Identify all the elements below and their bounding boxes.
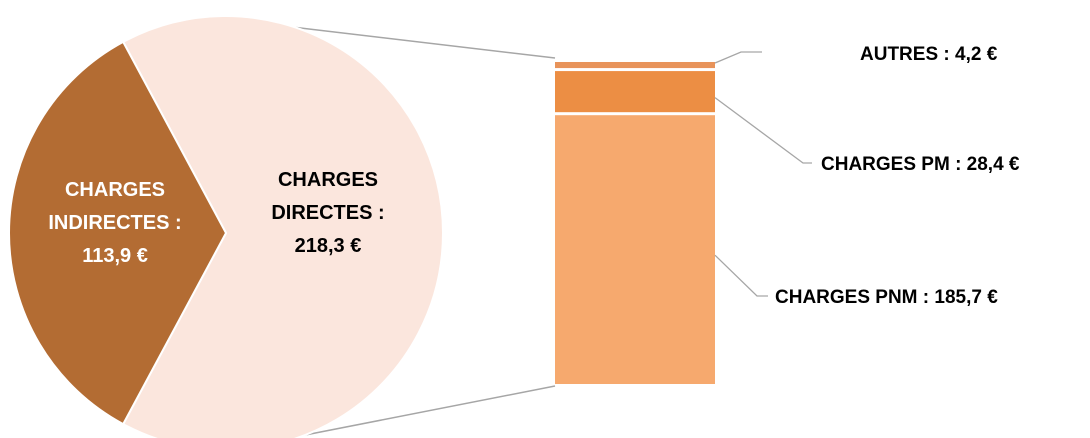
bar-segment-2 bbox=[555, 62, 715, 69]
leader-line-0 bbox=[714, 254, 768, 297]
bar-labels: CHARGES PNM : 185,7 € CHARGES PM : 28,4 €… bbox=[775, 44, 1020, 308]
connector-top bbox=[291, 26, 556, 59]
pie-slice-charges-indirectes bbox=[8, 40, 228, 426]
pie-label-charges-indirectes: CHARGES INDIRECTES : 113,9 € bbox=[48, 179, 181, 267]
pie-label-line: CHARGES bbox=[278, 169, 378, 191]
bar-label-0: CHARGES PNM : 185,7 € bbox=[775, 287, 998, 308]
pie-label-charges-directes: CHARGES DIRECTES : 218,3 € bbox=[271, 169, 384, 257]
pie-label-line: DIRECTES : bbox=[271, 202, 384, 224]
connector-bottom bbox=[294, 385, 556, 438]
bar-label-2: AUTRES : 4,2 € bbox=[860, 44, 998, 65]
leader-lines bbox=[714, 51, 812, 297]
bar-label-1: CHARGES PM : 28,4 € bbox=[821, 154, 1020, 175]
connector-lines bbox=[291, 26, 556, 438]
stacked-bar bbox=[555, 62, 715, 385]
pie bbox=[8, 15, 444, 438]
bar-segment-0 bbox=[555, 115, 715, 385]
pie-label-line: CHARGES bbox=[65, 179, 165, 201]
leader-line-2 bbox=[714, 51, 762, 64]
bar-segment-1 bbox=[555, 71, 715, 113]
pie-labels: CHARGES INDIRECTES : 113,9 € CHARGES DIRECTE… bbox=[48, 169, 384, 267]
leader-line-1 bbox=[714, 97, 812, 164]
pie-label-line: INDIRECTES : bbox=[48, 212, 181, 234]
pie-slice-charges-directes bbox=[121, 15, 444, 438]
pie-label-line: 218,3 € bbox=[295, 235, 362, 257]
pie-label-line: 113,9 € bbox=[82, 245, 148, 267]
